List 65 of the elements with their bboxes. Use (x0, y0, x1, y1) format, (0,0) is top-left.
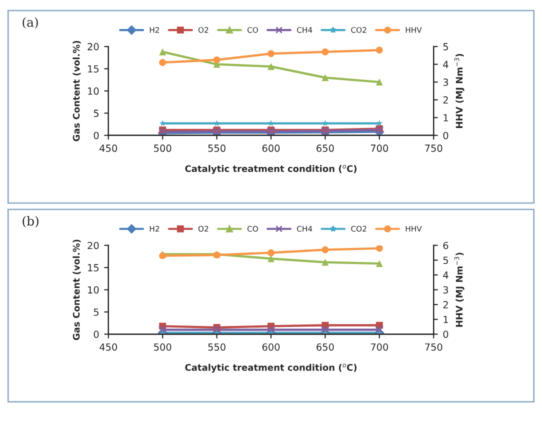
point (322, 246, 329, 254)
x-tick-label: 500 (154, 343, 172, 351)
y2-tick-label: 2 (443, 96, 448, 104)
point (322, 258, 329, 266)
x-tick-label: 700 (370, 144, 388, 152)
point (376, 120, 383, 126)
y-tick-label: 5 (94, 110, 99, 117)
y2-axis-title: HHV (MJ Nm$^{−3}$) (454, 252, 464, 327)
x-tick-label: 600 (262, 144, 280, 152)
point (159, 120, 166, 126)
x-tick-label: 450 (100, 343, 118, 351)
point (268, 50, 274, 58)
y2-tick-label: 1 (444, 114, 448, 122)
point (322, 48, 329, 56)
y-tick-label: 0 (94, 330, 99, 338)
x-tick-label: 650 (316, 144, 334, 152)
x-tick-label: 450 (100, 144, 118, 152)
y2-tick-label: 6 (443, 242, 448, 250)
y-tick-label: 15 (88, 264, 99, 272)
x-tick-label: 750 (425, 144, 442, 152)
point (376, 78, 383, 86)
x-tick-label: 500 (154, 144, 172, 152)
y-tick-label: 20 (88, 43, 99, 50)
y2-tick-label: 5 (443, 43, 448, 50)
y-axis-title: Gas Content (vol.%) (72, 40, 81, 142)
text: (a) (22, 17, 38, 29)
y-tick-label: 10 (88, 286, 99, 294)
y-tick-label: 20 (88, 242, 99, 250)
y2-tick-label: 4 (443, 272, 448, 279)
x-tick-label: 550 (208, 343, 226, 351)
y2-tick-label: 2 (443, 301, 448, 308)
y2-tick-label: 0 (443, 132, 448, 140)
point (159, 59, 166, 66)
x-tick-label: 750 (425, 343, 442, 351)
y-tick-label: 10 (88, 87, 99, 95)
point (322, 120, 328, 126)
y-tick-label: 5 (94, 308, 99, 316)
point (376, 260, 383, 268)
text: (b) (22, 216, 38, 228)
x-axis-title: Catalytic treatment condition ($^{o}$C) (185, 364, 356, 373)
point (214, 120, 220, 126)
x-tick-label: 700 (370, 343, 388, 351)
x-tick-label: 600 (262, 343, 280, 351)
y-axis-title: Gas Content (vol.%) (72, 240, 81, 340)
y2-tick-label: 4 (443, 60, 448, 68)
y-tick-label: 0 (94, 132, 99, 140)
y2-tick-label: 0 (443, 330, 448, 338)
point (376, 245, 383, 252)
y2-tick-label: 1 (444, 316, 448, 324)
point (268, 249, 274, 256)
y2-tick-label: 5 (443, 256, 448, 264)
y2-axis-title: HHV (MJ Nm$^{−3}$) (454, 54, 464, 128)
y2-tick-label: 3 (443, 78, 448, 86)
x-tick-label: 650 (316, 343, 334, 351)
x-axis-title: Catalytic treatment condition ($^{o}$C) (185, 164, 356, 174)
x-tick-label: 550 (208, 144, 226, 152)
y-tick-label: 15 (88, 65, 99, 73)
point (268, 63, 274, 70)
y2-tick-label: 3 (443, 286, 448, 294)
point (268, 255, 274, 262)
point (376, 46, 383, 54)
point (159, 48, 166, 56)
point (268, 120, 274, 126)
point (322, 74, 329, 82)
point (213, 56, 220, 64)
